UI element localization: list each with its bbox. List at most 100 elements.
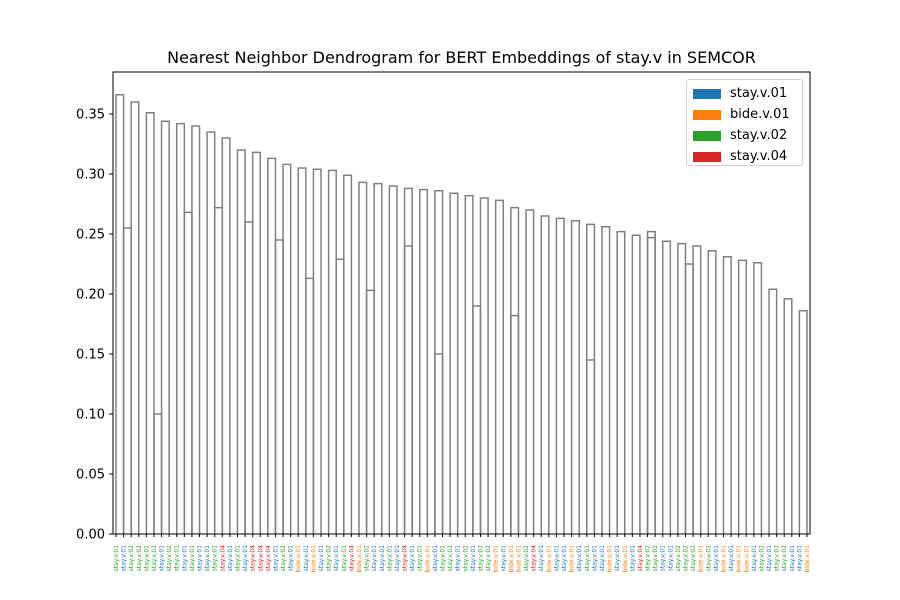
leaf-label: stay.v.01	[455, 545, 462, 572]
dendrogram-link	[274, 239, 284, 534]
leaf-label: stay.v.01	[561, 545, 568, 572]
leaf-label: stay.v.02	[781, 545, 788, 572]
dendrogram-link	[677, 242, 687, 534]
dendrogram-link	[153, 413, 163, 534]
dendrogram-link	[327, 169, 337, 534]
leaf-label: stay.v.01	[789, 545, 796, 572]
leaf-label: stay.v.01	[174, 545, 181, 572]
y-tick-label: 0.25	[76, 228, 105, 243]
dendrogram-link	[646, 230, 656, 534]
leaf-label: stay.v.01	[227, 545, 234, 572]
leaf-label: stay.v.02	[652, 545, 659, 572]
leaf-label: stay.v.02	[166, 545, 173, 572]
dendrogram-link	[160, 120, 170, 534]
leaf-label: stay.v.01	[713, 545, 720, 572]
y-tick-label: 0.15	[76, 348, 105, 363]
legend: stay.v.01 bide.v.01 stay.v.02 stay.v.04	[686, 79, 803, 166]
leaf-label: stay.v.01	[553, 545, 560, 572]
legend-item: bide.v.01	[693, 104, 796, 125]
leaf-label: stay.v.01	[212, 545, 219, 572]
dendrogram-link	[616, 230, 626, 534]
chart-title: Nearest Neighbor Dendrogram for BERT Emb…	[167, 48, 756, 67]
dendrogram-link	[737, 259, 748, 534]
leaf-label: bide.v.01	[804, 545, 811, 573]
x-axis: stay.v.01 stay.v.01 stay.v.02 stay.v.02 stay…	[113, 534, 811, 573]
dendrogram-link	[183, 211, 193, 534]
dendrogram-link	[783, 298, 793, 534]
dendrogram-link	[434, 353, 444, 534]
leaf-label: stay.v.02	[477, 545, 484, 572]
dendrogram-link	[464, 194, 474, 534]
dendrogram-link	[555, 217, 565, 534]
leaf-label: stay.v.04	[250, 545, 257, 572]
dendrogram-link	[798, 310, 808, 534]
dendrogram-link	[510, 206, 520, 534]
dendrogram-link	[707, 250, 717, 534]
leaf-label: stay.v.01	[272, 545, 279, 572]
leaf-label: stay.v.01	[181, 545, 188, 572]
leaf-label: stay.v.02	[690, 545, 697, 572]
dendrogram-link	[586, 359, 596, 534]
dendrogram-link	[175, 122, 186, 534]
dendrogram-link	[540, 215, 550, 534]
dendrogram-link	[418, 188, 429, 534]
leaf-label: stay.v.02	[326, 545, 333, 572]
leaf-label: stay.v.01	[417, 545, 424, 572]
leaf-label: stay.v.02	[523, 545, 530, 572]
leaf-label: stay.v.02	[447, 545, 454, 572]
leaf-label: stay.v.01	[341, 545, 348, 572]
dendrogram-link	[631, 234, 641, 534]
leaf-label: bide.v.01	[720, 545, 727, 573]
dendrogram-link	[722, 256, 732, 534]
leaf-label: stay.v.01	[121, 545, 128, 572]
leaf-label: bide.v.01	[622, 545, 629, 573]
leaf-label: stay.v.01	[667, 545, 674, 572]
leaf-label: bide.v.01	[424, 545, 431, 573]
leaf-label: stay.v.01	[333, 545, 340, 572]
dendrogram-link	[130, 101, 140, 534]
dendrogram-link	[510, 314, 520, 534]
dendrogram-link	[358, 181, 368, 534]
leaf-label: stay.v.01	[234, 545, 241, 572]
dendrogram-link	[282, 163, 292, 534]
leaf-label: bide.v.01	[569, 545, 576, 573]
legend-item: stay.v.01	[693, 83, 796, 104]
leaf-label: bide.v.01	[736, 545, 743, 573]
y-tick-label: 0.30	[76, 168, 105, 183]
dendrogram-link	[601, 226, 611, 534]
legend-swatch	[693, 151, 721, 162]
leaf-label: stay.v.01	[303, 545, 310, 572]
dendrogram-link	[191, 125, 201, 534]
dendrogram-link	[661, 240, 672, 534]
dendrogram-link	[403, 245, 413, 534]
dendrogram-link	[297, 167, 307, 534]
leaf-label: bide.v.01	[743, 545, 750, 573]
dendrogram-link	[335, 258, 345, 534]
leaf-label: stay.v.02	[128, 545, 135, 572]
dendrogram-link	[305, 277, 315, 534]
legend-label: stay.v.01	[730, 86, 788, 101]
leaf-label: stay.v.01	[576, 545, 583, 572]
leaf-label: stay.v.01	[409, 545, 416, 572]
legend-swatch	[693, 109, 721, 120]
leaf-label: bide.v.01	[508, 545, 515, 573]
dendrogram-link	[525, 209, 535, 534]
leaf-label: stay.v.02	[364, 545, 371, 572]
axes-frame	[112, 71, 811, 535]
dendrogram-link	[434, 190, 444, 534]
y-tick-label: 0.00	[76, 528, 105, 543]
leaf-label: stay.v.01	[379, 545, 386, 572]
dendrogram-link	[145, 112, 155, 534]
leaf-label: stay.v.01	[432, 545, 439, 572]
leaf-label: stay.v.02	[774, 545, 781, 572]
dendrogram-link	[403, 187, 413, 534]
dendrogram-link	[312, 168, 322, 534]
leaf-label: stay.v.01	[440, 545, 447, 572]
y-tick-label: 0.10	[76, 408, 105, 423]
legend-item: stay.v.02	[693, 125, 796, 146]
leaf-label: stay.v.04	[219, 545, 226, 572]
dendrogram-links	[115, 94, 808, 534]
legend-label: bide.v.01	[730, 107, 790, 122]
dendrogram-link	[768, 288, 778, 534]
dendrogram-link	[221, 137, 231, 534]
